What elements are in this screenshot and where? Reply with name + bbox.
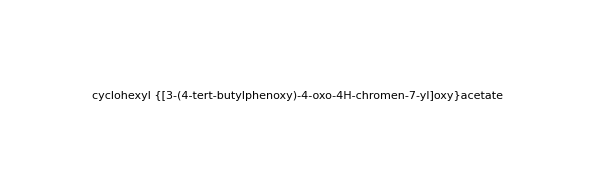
Text: cyclohexyl {[3-(4-tert-butylphenoxy)-4-oxo-4H-chromen-7-yl]oxy}acetate: cyclohexyl {[3-(4-tert-butylphenoxy)-4-o…	[92, 91, 503, 101]
